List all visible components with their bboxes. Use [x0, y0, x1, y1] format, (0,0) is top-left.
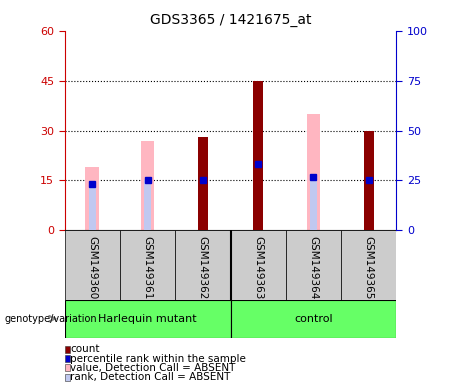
Text: value, Detection Call = ABSENT: value, Detection Call = ABSENT [71, 363, 236, 373]
Bar [65, 230, 120, 300]
Bar [253, 81, 263, 230]
Bar [89, 184, 95, 230]
Bar [175, 230, 230, 300]
Text: percentile rank within the sample: percentile rank within the sample [71, 354, 246, 364]
Text: genotype/variation: genotype/variation [5, 314, 97, 324]
Bar [230, 230, 286, 300]
Text: Harlequin mutant: Harlequin mutant [98, 314, 197, 324]
Bar [144, 180, 151, 230]
Text: GSM149361: GSM149361 [142, 236, 153, 299]
Text: GSM149362: GSM149362 [198, 236, 208, 299]
Bar [65, 300, 230, 338]
Text: control: control [294, 314, 333, 324]
Bar [85, 167, 99, 230]
Bar [310, 177, 317, 230]
Bar [198, 137, 208, 230]
Text: rank, Detection Call = ABSENT: rank, Detection Call = ABSENT [71, 372, 230, 382]
Bar [120, 230, 175, 300]
Text: GSM149363: GSM149363 [253, 236, 263, 299]
Title: GDS3365 / 1421675_at: GDS3365 / 1421675_at [150, 13, 311, 27]
Bar [364, 131, 374, 230]
Bar [230, 300, 396, 338]
Bar [307, 114, 320, 230]
Bar [341, 230, 396, 300]
Text: GSM149364: GSM149364 [308, 236, 319, 299]
Text: GSM149360: GSM149360 [87, 236, 97, 299]
Text: GSM149365: GSM149365 [364, 236, 374, 299]
Text: count: count [71, 344, 100, 354]
Bar [286, 230, 341, 300]
Bar [141, 141, 154, 230]
